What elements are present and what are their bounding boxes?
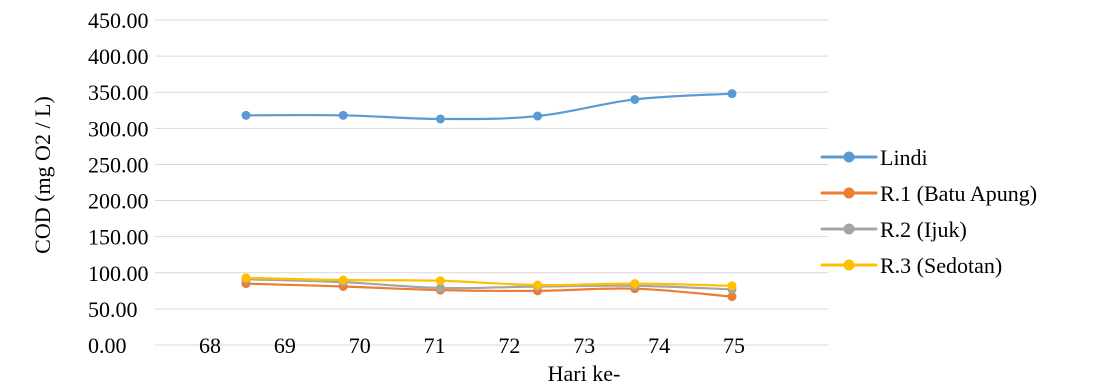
x-tick-label: 75 bbox=[723, 333, 745, 358]
data-point bbox=[338, 275, 348, 285]
x-tick-label: 68 bbox=[199, 333, 221, 358]
legend-item: R.3 (Sedotan) bbox=[820, 253, 1002, 278]
legend-item: Lindi bbox=[820, 145, 928, 170]
series-line bbox=[244, 278, 734, 291]
y-tick-label: 450.00 bbox=[88, 8, 149, 33]
y-tick-label: 50.00 bbox=[88, 297, 138, 322]
y-tick-label: 100.00 bbox=[88, 261, 149, 286]
x-tick-label: 73 bbox=[573, 333, 595, 358]
series-line bbox=[244, 282, 734, 298]
x-tick-label: 71 bbox=[424, 333, 446, 358]
legend-item: R.1 (Batu Apung) bbox=[820, 181, 1037, 206]
legend-swatch-marker bbox=[843, 223, 855, 235]
legend-swatch-marker bbox=[843, 151, 855, 163]
legend-label: Lindi bbox=[880, 145, 928, 170]
y-tick-label: 250.00 bbox=[88, 152, 149, 177]
legend: Lindi R.1 (Batu Apung) R.2 (Ijuk) R.3 (Sedo… bbox=[820, 145, 1037, 278]
series-r-3-sedotan bbox=[241, 273, 737, 291]
data-point bbox=[630, 279, 640, 289]
data-point bbox=[435, 114, 445, 124]
y-tick-label: 200.00 bbox=[88, 189, 149, 214]
data-point bbox=[435, 276, 445, 286]
data-point bbox=[533, 280, 543, 290]
y-tick-label: 0.00 bbox=[88, 333, 127, 358]
y-tick-label: 400.00 bbox=[88, 44, 149, 69]
data-point bbox=[338, 110, 348, 120]
x-tick-label: 69 bbox=[274, 333, 296, 358]
legend-item: R.2 (Ijuk) bbox=[820, 217, 967, 242]
x-tick-label: 72 bbox=[498, 333, 520, 358]
series-line bbox=[244, 276, 734, 287]
x-tick-label: 70 bbox=[349, 333, 371, 358]
series-lindi bbox=[241, 89, 737, 124]
y-tick-label: 300.00 bbox=[88, 116, 149, 141]
series-lines bbox=[241, 89, 737, 302]
data-point bbox=[435, 283, 445, 293]
gridlines bbox=[155, 19, 828, 346]
y-tick-label: 350.00 bbox=[88, 80, 149, 105]
legend-swatch-marker bbox=[843, 259, 855, 271]
legend-swatch-marker bbox=[843, 187, 855, 199]
y-tick-label: 150.00 bbox=[88, 225, 149, 250]
data-point bbox=[727, 89, 737, 99]
y-axis-ticks: 0.00 50.00 100.00 150.00 200.00 250.00 300.00 3… bbox=[88, 8, 149, 358]
data-point bbox=[727, 281, 737, 291]
legend-label: R.1 (Batu Apung) bbox=[880, 181, 1037, 206]
data-point bbox=[630, 94, 640, 104]
y-axis-title: COD (mg O2 / L) bbox=[30, 96, 55, 254]
data-point bbox=[533, 111, 543, 121]
legend-label: R.3 (Sedotan) bbox=[880, 253, 1002, 278]
x-tick-label: 74 bbox=[648, 333, 670, 358]
x-axis-title: Hari ke- bbox=[548, 361, 621, 386]
data-point bbox=[241, 110, 251, 120]
data-point bbox=[241, 273, 251, 283]
data-point bbox=[727, 292, 737, 302]
legend-label: R.2 (Ijuk) bbox=[880, 217, 967, 242]
series-line bbox=[244, 92, 734, 121]
x-axis-ticks: 68 69 70 71 72 73 74 75 bbox=[199, 333, 745, 358]
